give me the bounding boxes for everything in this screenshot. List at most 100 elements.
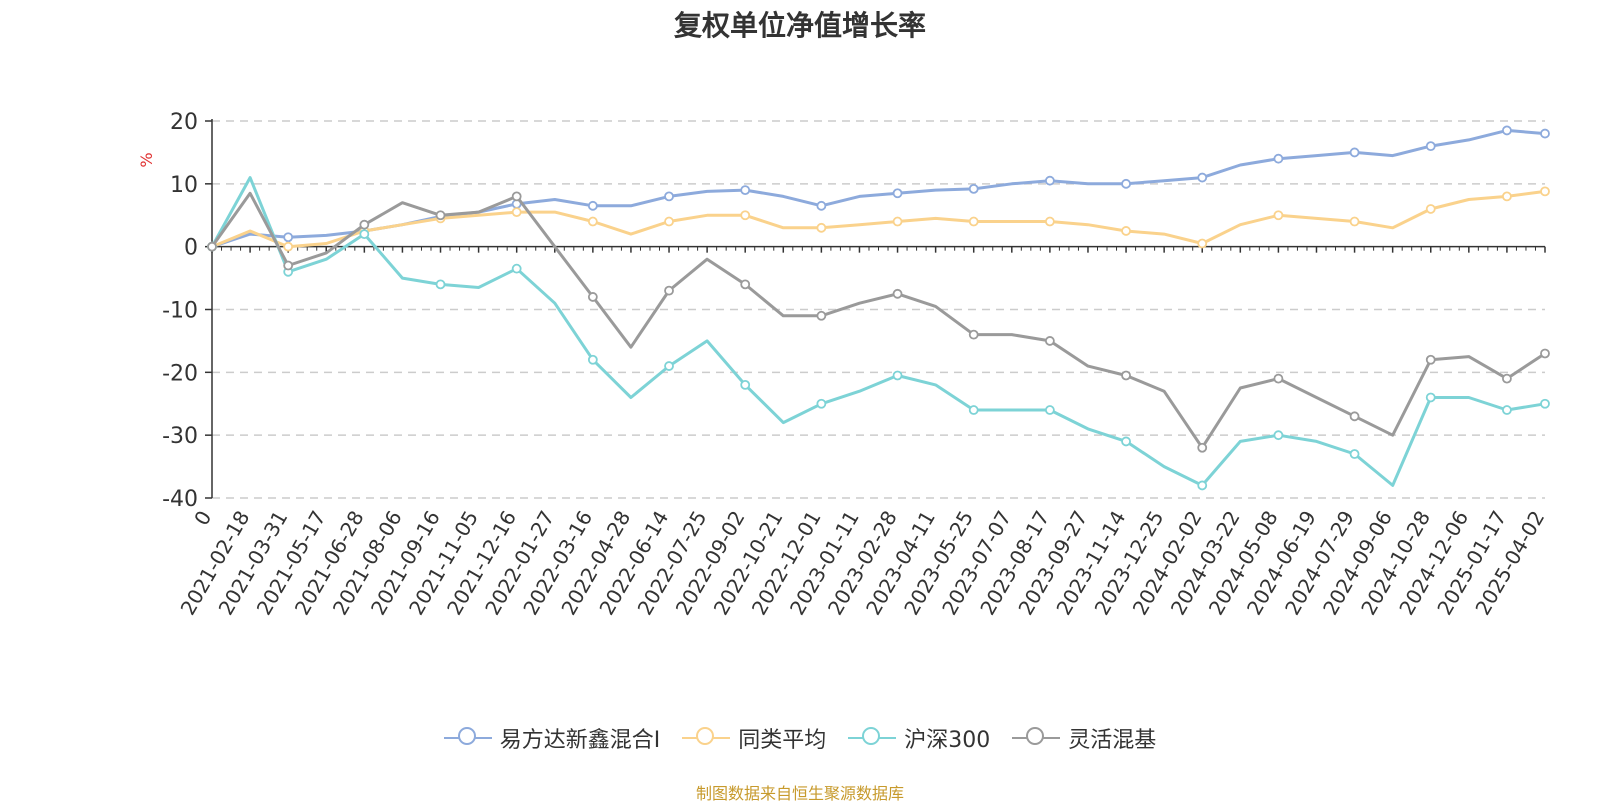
data-point [816,222,827,233]
series-line [210,176,1546,487]
data-point [1197,480,1208,491]
series-line [211,189,1546,249]
legend-swatch-icon [848,726,897,750]
data-point [283,232,294,243]
y-tick-label: -10 [162,299,198,324]
data-point [1425,141,1436,152]
gridlines [212,120,1545,499]
series-line [211,128,1546,249]
data-point [740,279,751,290]
x-tick-label: 0 [189,507,216,530]
data-point [968,216,979,227]
chart-title: 复权单位净值增长率 [673,9,926,42]
data-point [1349,216,1360,227]
data-point [1121,436,1131,447]
data-point [1273,430,1284,441]
data-point [1502,191,1512,202]
data-point [1197,172,1208,183]
data-point [1273,373,1284,384]
data-point [968,329,979,340]
legend: 易方达新鑫混合I 同类平均 沪深300 灵活混基 [0,722,1600,754]
legend-item[interactable]: 沪深300 [848,722,990,754]
data-point [664,285,674,296]
data-point [1502,405,1512,415]
legend-swatch-icon [443,726,492,750]
data-point [664,191,674,202]
series-line [210,191,1546,450]
data-point [1121,370,1131,381]
series-lines [207,125,1550,491]
legend-swatch-icon [682,726,731,750]
data-point [1044,405,1055,415]
data-point [1197,442,1208,453]
legend-item[interactable]: 同类平均 [682,722,826,754]
legend-label: 易方达新鑫混合I [499,728,661,753]
data-point [892,188,903,199]
data-point [1425,392,1436,403]
data-point [359,229,370,240]
data-point [1349,147,1360,158]
legend-item[interactable]: 易方达新鑫混合I [443,722,661,754]
data-point [511,191,522,202]
legend-label: 同类平均 [738,728,827,753]
data-point [1540,186,1550,197]
data-point [1540,398,1550,409]
data-point [892,216,903,227]
data-source-note: 制图数据来自恒生聚源数据库 [695,784,904,803]
data-point [740,185,751,196]
y-tick-label: 10 [170,173,198,198]
y-tick-label: -40 [162,487,198,512]
data-point [587,292,598,302]
data-point [1273,153,1284,164]
y-tick-label: 0 [184,236,198,261]
data-point [207,241,217,252]
data-point [664,216,674,227]
data-point [816,398,827,409]
y-tick-label: 20 [170,110,198,135]
y-axis-label: % [137,152,156,167]
data-point [1273,210,1284,221]
data-point [587,216,598,227]
data-point [1502,125,1512,136]
data-point [1121,226,1131,236]
legend-item[interactable]: 灵活混基 [1012,722,1156,754]
data-point [816,310,827,321]
y-axis-ticks: 20 10 0 -10 -20 -30 -40 [162,110,212,512]
data-point [587,354,598,365]
data-point [1540,348,1550,359]
data-point [1425,204,1436,214]
legend-label: 灵活混基 [1068,728,1157,753]
data-point [283,241,294,252]
data-point [359,219,370,230]
data-point [1044,216,1055,227]
data-point [511,263,522,274]
data-point [435,210,446,221]
data-point [511,207,522,218]
data-point [740,379,751,390]
data-point [435,279,446,290]
data-point [892,370,903,381]
data-point [1121,178,1131,189]
data-point [1349,411,1360,422]
data-point [1540,128,1550,139]
data-point [1197,238,1208,249]
y-tick-label: -20 [162,361,198,386]
data-point [587,200,598,211]
legend-label: 沪深300 [904,728,991,753]
data-point [892,288,903,299]
legend-swatch-icon [1012,726,1061,750]
data-point [1502,373,1512,384]
y-tick-label: -30 [162,424,198,449]
data-point [816,200,827,211]
axes [211,119,1545,498]
data-point [1044,175,1055,186]
data-point [283,260,294,271]
data-point [1044,336,1055,346]
data-point [1349,449,1360,459]
data-point [968,183,979,194]
data-point [968,405,979,415]
data-point [664,361,674,371]
data-point [740,210,751,221]
data-point [1425,354,1436,365]
